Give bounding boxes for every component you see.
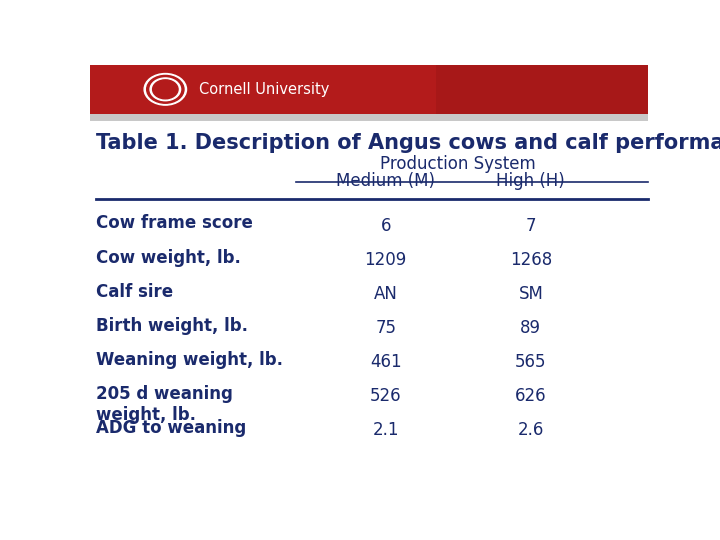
Text: 205 d weaning
weight, lb.: 205 d weaning weight, lb. [96,385,233,424]
Text: Birth weight, lb.: Birth weight, lb. [96,317,248,335]
Circle shape [144,73,186,105]
Text: 626: 626 [515,387,546,405]
Text: Calf sire: Calf sire [96,282,173,301]
Text: 75: 75 [375,319,396,337]
Text: 461: 461 [370,353,402,371]
Text: Medium (M): Medium (M) [336,172,435,190]
Bar [90,114,648,122]
Text: 1209: 1209 [364,251,407,269]
Text: 565: 565 [515,353,546,371]
Text: High (H): High (H) [497,172,565,190]
Bar [90,65,648,114]
Text: Cow frame score: Cow frame score [96,214,253,233]
Text: Cow weight, lb.: Cow weight, lb. [96,248,240,267]
Bar [436,65,648,114]
Text: ADG to weaning: ADG to weaning [96,419,246,437]
Text: 2.1: 2.1 [372,421,399,439]
Text: Table 1. Description of Angus cows and calf performance: Table 1. Description of Angus cows and c… [96,133,720,153]
Text: 1268: 1268 [510,251,552,269]
Text: Cornell University: Cornell University [199,82,329,97]
Circle shape [150,78,181,100]
Text: AN: AN [374,285,397,303]
Text: 6: 6 [380,217,391,234]
Text: 526: 526 [370,387,402,405]
Text: Weaning weight, lb.: Weaning weight, lb. [96,351,282,369]
Text: 2.6: 2.6 [518,421,544,439]
Circle shape [153,80,178,99]
Text: SM: SM [518,285,544,303]
Text: Production System: Production System [380,155,536,173]
Circle shape [147,76,184,103]
Text: 89: 89 [521,319,541,337]
Text: 7: 7 [526,217,536,234]
